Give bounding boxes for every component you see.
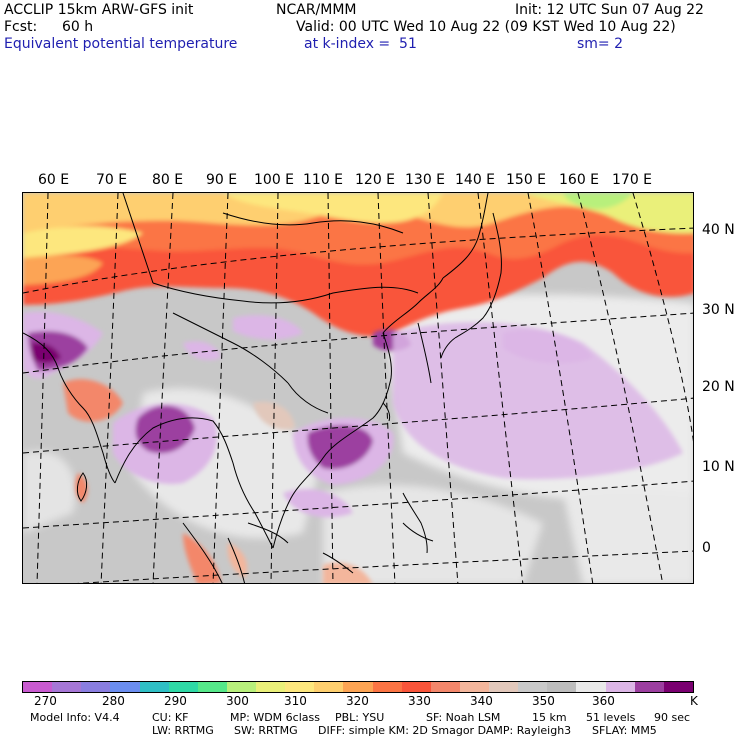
org-label: NCAR/MMM (276, 2, 357, 18)
colorbar-swatch (489, 682, 519, 692)
lat-label: 10 N (702, 459, 735, 475)
purple-regions (23, 311, 683, 518)
lon-label: 140 E (455, 172, 496, 188)
colorbar-swatch (314, 682, 344, 692)
colorbar-swatch (605, 682, 635, 692)
surface-layer-scheme: SFLAY: MM5 (592, 724, 657, 737)
model-info: Model Info: V4.4 (30, 711, 120, 724)
field-name: Equivalent potential temperature (4, 36, 238, 52)
colorbar-swatch (343, 682, 373, 692)
longwave-scheme: LW: RRTMG (152, 724, 214, 737)
color-scale-bar (22, 681, 694, 693)
colorbar-label: 330 (408, 694, 431, 708)
lon-label: 100 E (254, 172, 295, 188)
colorbar-label: 340 (470, 694, 493, 708)
colorbar-swatch (226, 682, 256, 692)
lon-label: 160 E (559, 172, 600, 188)
lon-label: 90 E (206, 172, 238, 188)
shortwave-scheme: SW: RRTMG (234, 724, 298, 737)
colorbar-swatch (401, 682, 431, 692)
lon-label: 70 E (96, 172, 128, 188)
graticule (23, 193, 693, 583)
lat-label: 20 N (702, 379, 735, 395)
colorbar-swatch (459, 682, 489, 692)
coastlines (23, 193, 502, 583)
init-time: Init: 12 UTC Sun 07 Aug 22 (515, 2, 704, 18)
smoothing: sm= 2 (577, 36, 624, 52)
warm-northern-band (23, 193, 693, 337)
cumulus-scheme: CU: KF (152, 711, 189, 724)
microphysics-scheme: MP: WDM 6class (230, 711, 320, 724)
resolution: 15 km (532, 711, 567, 724)
colorbar-swatch (663, 682, 693, 692)
colorbar-swatch (23, 682, 53, 692)
map-canvas (23, 193, 693, 583)
equivalent-potential-temperature-map (22, 192, 694, 584)
time-step: 90 sec (654, 711, 691, 724)
forecast-label: Fcst: (4, 19, 38, 35)
lon-label: 150 E (506, 172, 547, 188)
colorbar-swatch (81, 682, 111, 692)
diffusion-settings: DIFF: simple KM: 2D Smagor DAMP: Rayleig… (318, 724, 572, 737)
lon-label: 120 E (355, 172, 396, 188)
colorbar-swatch (197, 682, 227, 692)
colorbar-label: 360 (592, 694, 615, 708)
colorbar-label: 290 (164, 694, 187, 708)
lat-label: 30 N (702, 302, 735, 318)
colorbar-label: 320 (346, 694, 369, 708)
colorbar-label: 300 (226, 694, 249, 708)
pbl-scheme: PBL: YSU (335, 711, 385, 724)
colorbar-swatch (139, 682, 169, 692)
colorbar-label: 350 (532, 694, 555, 708)
vertical-levels: 51 levels (586, 711, 636, 724)
colorbar-swatch (256, 682, 286, 692)
colorbar-swatch (285, 682, 315, 692)
level-index: at k-index = 51 (304, 36, 417, 52)
colorbar-label: 280 (102, 694, 125, 708)
lon-label: 60 E (38, 172, 70, 188)
colorbar-swatch (430, 682, 460, 692)
colorbar-swatch (168, 682, 198, 692)
colorbar-swatch (518, 682, 548, 692)
lon-label: 130 E (405, 172, 446, 188)
lat-label: 0 (702, 540, 711, 556)
valid-time: Valid: 00 UTC Wed 10 Aug 22 (09 KST Wed … (296, 19, 676, 35)
colorbar-unit: K (690, 694, 698, 708)
colorbar-swatch (634, 682, 664, 692)
colorbar-swatch (576, 682, 606, 692)
surface-scheme: SF: Noah LSM (426, 711, 501, 724)
colorbar-swatch (372, 682, 402, 692)
colorbar-label: 270 (34, 694, 57, 708)
lon-label: 80 E (152, 172, 184, 188)
colorbar-label: 310 (284, 694, 307, 708)
lon-label: 110 E (303, 172, 344, 188)
forecast-hour: 60 h (62, 19, 94, 35)
lon-label: 170 E (612, 172, 653, 188)
model-title: ACCLIP 15km ARW-GFS init (4, 2, 194, 18)
colorbar-swatch (52, 682, 82, 692)
lat-label: 40 N (702, 222, 735, 238)
colorbar-swatch (110, 682, 140, 692)
colorbar-swatch (547, 682, 577, 692)
